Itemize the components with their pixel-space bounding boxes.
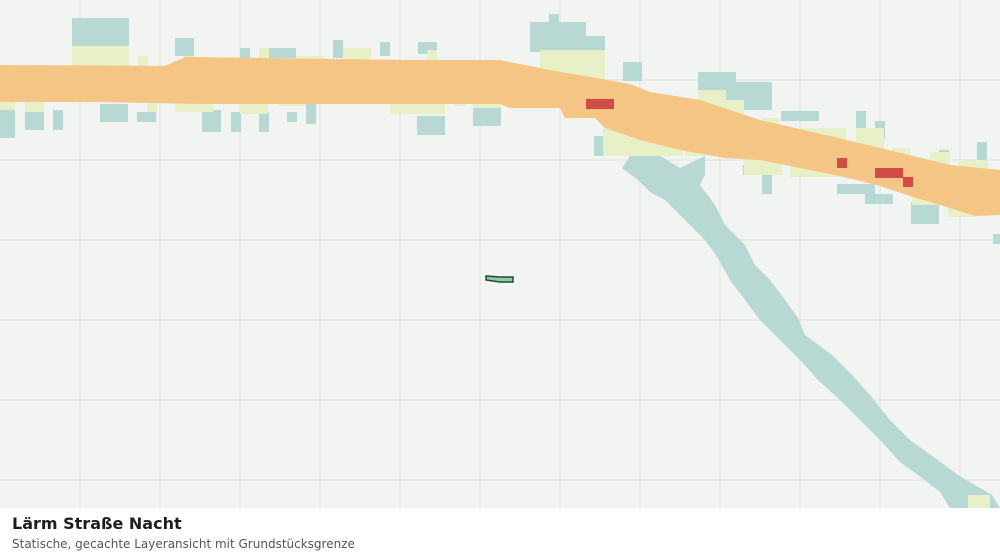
noise-zone-high [0, 57, 1000, 216]
property-boundary [485, 275, 514, 283]
map-title: Lärm Straße Nacht [12, 514, 182, 533]
noise-zone-critical [586, 99, 913, 187]
map-caption: Lärm Straße Nacht Statische, gecachte La… [0, 508, 1000, 560]
noise-map [0, 0, 1000, 508]
map-subtitle: Statische, gecachte Layeransicht mit Gru… [12, 537, 355, 551]
